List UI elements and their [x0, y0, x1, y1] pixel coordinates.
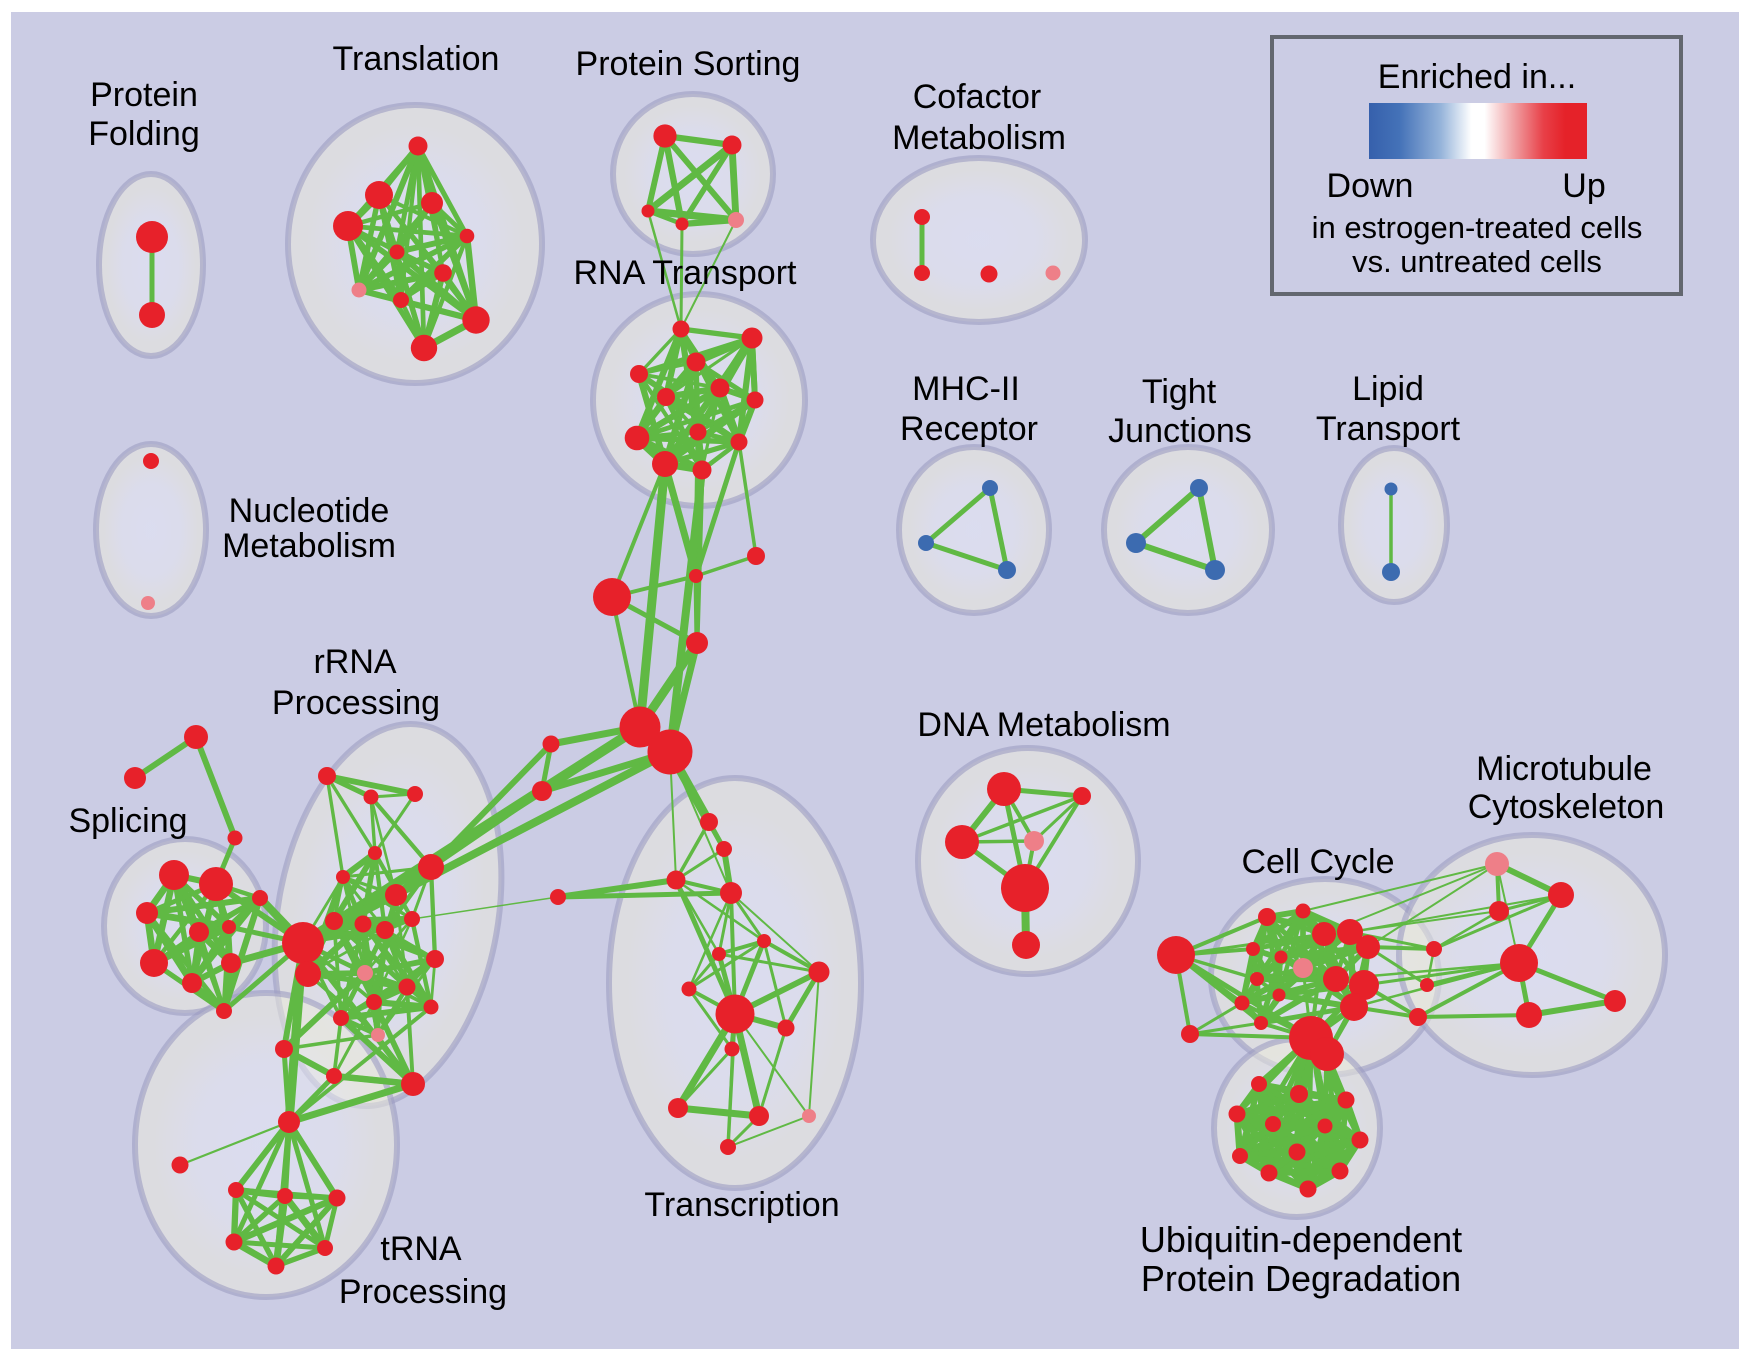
- svg-text:Junctions: Junctions: [1108, 412, 1252, 450]
- svg-text:MHC-II: MHC-II: [912, 370, 1020, 408]
- svg-text:Enriched in...: Enriched in...: [1378, 58, 1576, 96]
- svg-text:Microtubule: Microtubule: [1476, 750, 1652, 788]
- svg-text:Protein Degradation: Protein Degradation: [1141, 1258, 1461, 1299]
- svg-text:Protein: Protein: [90, 76, 198, 114]
- svg-text:Receptor: Receptor: [900, 410, 1038, 448]
- svg-text:in estrogen-treated cells: in estrogen-treated cells: [1312, 210, 1643, 245]
- svg-text:vs. untreated cells: vs. untreated cells: [1352, 244, 1602, 279]
- svg-text:Folding: Folding: [88, 115, 200, 153]
- svg-text:Transcription: Transcription: [644, 1186, 839, 1224]
- svg-text:Up: Up: [1562, 167, 1605, 205]
- svg-text:DNA Metabolism: DNA Metabolism: [917, 706, 1170, 744]
- svg-text:Nucleotide: Nucleotide: [229, 492, 390, 530]
- svg-text:tRNA: tRNA: [380, 1230, 462, 1268]
- svg-text:Processing: Processing: [339, 1273, 507, 1311]
- svg-text:Cofactor: Cofactor: [913, 78, 1042, 116]
- svg-text:Splicing: Splicing: [68, 802, 187, 840]
- svg-text:Metabolism: Metabolism: [892, 119, 1066, 157]
- svg-text:Cytoskeleton: Cytoskeleton: [1468, 788, 1665, 826]
- svg-text:Cell Cycle: Cell Cycle: [1241, 843, 1394, 881]
- svg-text:Protein Sorting: Protein Sorting: [576, 45, 801, 83]
- svg-text:Metabolism: Metabolism: [222, 527, 396, 565]
- svg-text:Down: Down: [1327, 167, 1414, 205]
- svg-text:rRNA: rRNA: [313, 643, 396, 681]
- svg-text:RNA Transport: RNA Transport: [574, 254, 798, 292]
- svg-text:Translation: Translation: [333, 40, 500, 78]
- svg-text:Lipid: Lipid: [1352, 370, 1424, 408]
- svg-text:Tight: Tight: [1142, 373, 1217, 411]
- svg-text:Transport: Transport: [1316, 410, 1461, 448]
- svg-text:Ubiquitin-dependent: Ubiquitin-dependent: [1140, 1219, 1462, 1260]
- svg-text:Processing: Processing: [272, 684, 440, 722]
